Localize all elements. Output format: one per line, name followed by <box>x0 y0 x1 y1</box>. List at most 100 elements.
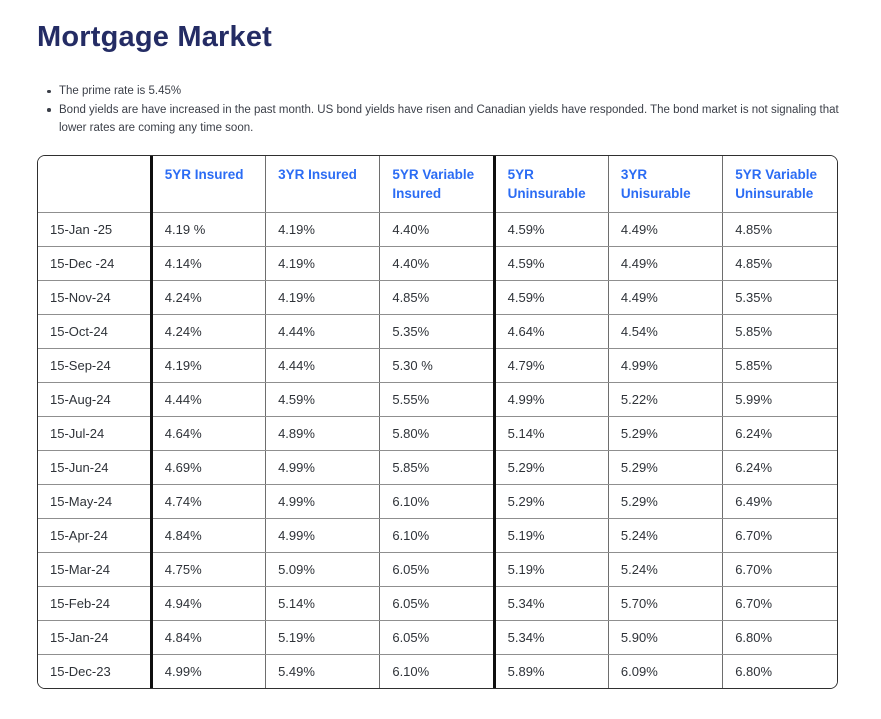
row-date-cell: 15-Sep-24 <box>38 348 152 383</box>
mortgage-rates-table: 5YR Insured 3YR Insured 5YR Variable Ins… <box>38 156 837 688</box>
column-header-3yr-insured: 3YR Insured <box>265 156 381 213</box>
rate-cell: 5.19% <box>265 620 381 655</box>
rate-cell: 4.99% <box>265 518 381 553</box>
bullet-prime-rate: The prime rate is 5.45% <box>47 82 840 101</box>
rate-cell: 5.85% <box>722 314 837 349</box>
rate-cell: 5.49% <box>265 654 381 688</box>
rate-cell: 5.85% <box>722 348 837 383</box>
rate-cell: 5.70% <box>608 586 724 621</box>
column-header-date <box>38 156 152 213</box>
page-title: Mortgage Market <box>37 21 273 53</box>
rate-cell: 4.19% <box>265 280 381 315</box>
row-date-cell: 15-Aug-24 <box>38 382 152 417</box>
rate-cell: 6.09% <box>608 654 724 688</box>
table-row: 15-Jan-24 4.84% 5.19% 6.05% 5.34% 5.90% 6.80% <box>38 620 837 655</box>
rate-cell: 4.54% <box>608 314 724 349</box>
rate-cell: 5.19% <box>492 518 609 553</box>
rate-cell: 5.85% <box>379 450 495 485</box>
row-date-cell: 15-Jun-24 <box>38 450 152 485</box>
rate-cell: 4.19 % <box>149 212 267 247</box>
column-header-5yr-insured: 5YR Insured <box>149 156 267 213</box>
rate-cell: 6.80% <box>722 654 837 688</box>
table-row: 15-Jul-24 4.64% 4.89% 5.80% 5.14% 5.29% 6.24% <box>38 416 837 451</box>
rate-cell: 4.59% <box>492 280 609 315</box>
rate-cell: 4.85% <box>722 212 837 247</box>
rate-cell: 4.49% <box>608 212 724 247</box>
rate-cell: 5.24% <box>608 552 724 587</box>
table-body: 15-Jan -25 4.19 % 4.19% 4.40% 4.59% 4.49% 4.85… <box>38 212 837 688</box>
row-date-cell: 15-Jan -25 <box>38 212 152 247</box>
rate-cell: 6.24% <box>722 416 837 451</box>
table-header: 5YR Insured 3YR Insured 5YR Variable Ins… <box>38 156 837 213</box>
rate-cell: 6.05% <box>379 586 495 621</box>
rate-cell: 5.29% <box>492 450 609 485</box>
rate-cell: 5.14% <box>492 416 609 451</box>
rate-cell: 4.99% <box>608 348 724 383</box>
row-date-cell: 15-Mar-24 <box>38 552 152 587</box>
rate-cell: 5.24% <box>608 518 724 553</box>
rate-cell: 4.49% <box>608 280 724 315</box>
rate-cell: 5.14% <box>265 586 381 621</box>
table-row: 15-Aug-24 4.44% 4.59% 5.55% 4.99% 5.22% 5.99% <box>38 382 837 417</box>
rate-cell: 4.64% <box>492 314 609 349</box>
table-row: 15-Dec-23 4.99% 5.49% 6.10% 5.89% 6.09% 6.80% <box>38 654 837 688</box>
rate-cell: 5.34% <box>492 620 609 655</box>
rate-cell: 4.59% <box>492 246 609 281</box>
rate-cell: 4.19% <box>265 212 381 247</box>
rate-cell: 4.19% <box>149 348 267 383</box>
rate-cell: 5.29% <box>608 416 724 451</box>
column-header-3yr-unisurable: 3YR Unisurable <box>608 156 724 213</box>
rate-cell: 4.99% <box>265 450 381 485</box>
rate-cell: 4.84% <box>149 518 267 553</box>
rate-cell: 6.70% <box>722 518 837 553</box>
rate-cell: 4.75% <box>149 552 267 587</box>
summary-bullet-list: The prime rate is 5.45% Bond yields are … <box>47 82 840 138</box>
rate-cell: 5.30 % <box>379 348 495 383</box>
rate-cell: 4.44% <box>265 348 381 383</box>
rate-cell: 4.24% <box>149 314 267 349</box>
row-date-cell: 15-Feb-24 <box>38 586 152 621</box>
rate-cell: 5.29% <box>608 450 724 485</box>
row-date-cell: 15-Dec -24 <box>38 246 152 281</box>
rate-cell: 5.29% <box>492 484 609 519</box>
rate-cell: 6.24% <box>722 450 837 485</box>
rate-cell: 4.94% <box>149 586 267 621</box>
rate-cell: 6.80% <box>722 620 837 655</box>
row-date-cell: 15-Jan-24 <box>38 620 152 655</box>
rate-cell: 4.84% <box>149 620 267 655</box>
rate-cell: 5.35% <box>722 280 837 315</box>
rate-cell: 5.99% <box>722 382 837 417</box>
rate-cell: 6.49% <box>722 484 837 519</box>
rate-cell: 4.79% <box>492 348 609 383</box>
rate-cell: 4.99% <box>492 382 609 417</box>
table-row: 15-Sep-24 4.19% 4.44% 5.30 % 4.79% 4.99% 5.85% <box>38 348 837 383</box>
row-date-cell: 15-Nov-24 <box>38 280 152 315</box>
rate-cell: 4.99% <box>265 484 381 519</box>
table-row: 15-Feb-24 4.94% 5.14% 6.05% 5.34% 5.70% 6.70% <box>38 586 837 621</box>
table-row: 15-May-24 4.74% 4.99% 6.10% 5.29% 5.29% 6.49% <box>38 484 837 519</box>
rate-cell: 5.29% <box>608 484 724 519</box>
table-row: 15-Jun-24 4.69% 4.99% 5.85% 5.29% 5.29% 6.24% <box>38 450 837 485</box>
rate-cell: 4.44% <box>265 314 381 349</box>
row-date-cell: 15-Apr-24 <box>38 518 152 553</box>
rate-cell: 6.05% <box>379 552 495 587</box>
rate-cell: 6.10% <box>379 518 495 553</box>
bullet-bond-yields: Bond yields are have increased in the pa… <box>47 101 840 138</box>
table-row: 15-Mar-24 4.75% 5.09% 6.05% 5.19% 5.24% 6.70% <box>38 552 837 587</box>
rate-cell: 4.19% <box>265 246 381 281</box>
rate-cell: 5.90% <box>608 620 724 655</box>
rate-cell: 5.89% <box>492 654 609 688</box>
rate-cell: 4.24% <box>149 280 267 315</box>
rate-cell: 4.14% <box>149 246 267 281</box>
column-header-5yr-variable-uninsurable: 5YR Variable Uninsurable <box>722 156 837 213</box>
rate-cell: 5.34% <box>492 586 609 621</box>
rate-cell: 4.44% <box>149 382 267 417</box>
row-date-cell: 15-May-24 <box>38 484 152 519</box>
rate-cell: 4.59% <box>492 212 609 247</box>
table-row: 15-Jan -25 4.19 % 4.19% 4.40% 4.59% 4.49% 4.85… <box>38 212 837 247</box>
table-row: 15-Nov-24 4.24% 4.19% 4.85% 4.59% 4.49% 5.35% <box>38 280 837 315</box>
rate-cell: 4.85% <box>722 246 837 281</box>
header-row: 5YR Insured 3YR Insured 5YR Variable Ins… <box>38 156 837 213</box>
table-row: 15-Oct-24 4.24% 4.44% 5.35% 4.64% 4.54% 5.85% <box>38 314 837 349</box>
